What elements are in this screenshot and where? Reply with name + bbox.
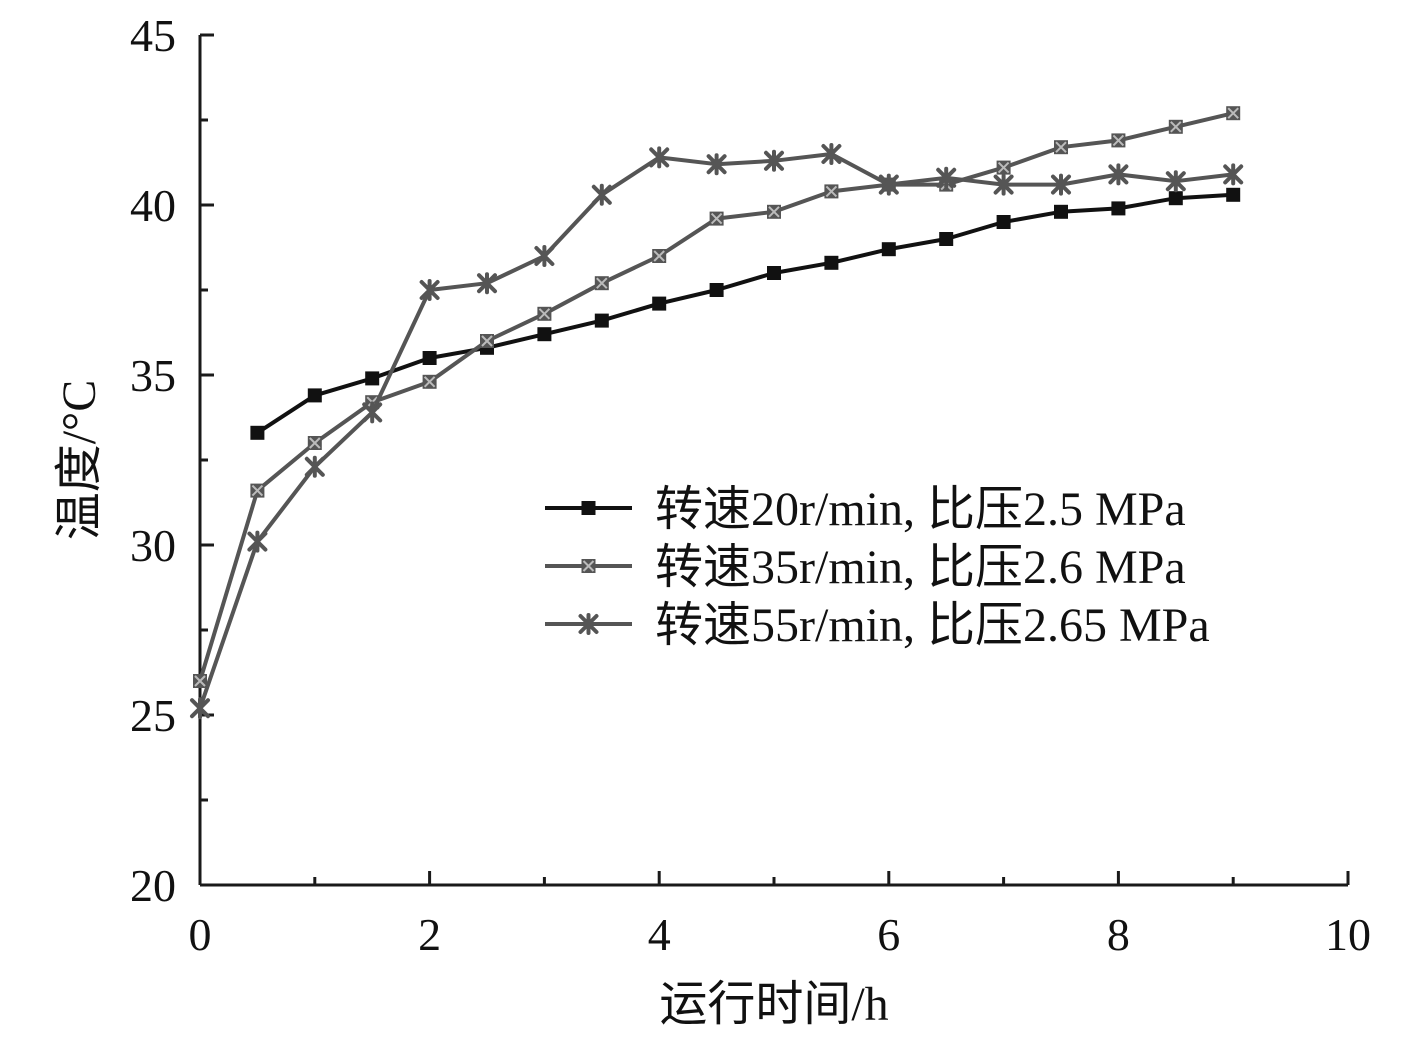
y-axis-title: 温度/°C bbox=[53, 380, 106, 541]
data-point bbox=[939, 232, 954, 246]
data-point bbox=[537, 306, 552, 321]
y-tick-label: 25 bbox=[130, 690, 176, 741]
data-point bbox=[767, 204, 781, 219]
x-tick-label: 8 bbox=[1107, 909, 1130, 960]
data-point bbox=[1168, 191, 1183, 206]
series-1 bbox=[250, 187, 1241, 440]
data-point bbox=[993, 173, 1014, 196]
data-point bbox=[307, 436, 322, 450]
data-point bbox=[996, 215, 1011, 229]
data-point bbox=[709, 211, 724, 226]
x-tick-label: 4 bbox=[648, 909, 671, 960]
series-3 bbox=[190, 143, 1244, 720]
y-tick-label: 30 bbox=[130, 520, 176, 571]
data-point bbox=[307, 388, 322, 403]
data-point bbox=[1111, 201, 1126, 216]
data-point bbox=[581, 501, 596, 515]
data-point bbox=[365, 371, 380, 386]
data-point bbox=[878, 173, 899, 196]
x-tick-label: 0 bbox=[189, 909, 212, 960]
data-point bbox=[824, 184, 839, 199]
x-tick-label: 6 bbox=[877, 909, 900, 960]
x-axis-title: 运行时间/h bbox=[659, 978, 888, 1031]
data-point bbox=[477, 272, 497, 295]
data-point bbox=[190, 697, 210, 720]
data-point bbox=[578, 613, 599, 635]
x-tick-label: 10 bbox=[1325, 909, 1371, 960]
data-point bbox=[1108, 163, 1129, 186]
series-line bbox=[256, 192, 1234, 435]
y-tick-label: 20 bbox=[130, 860, 176, 911]
data-point bbox=[1111, 133, 1126, 148]
data-point bbox=[422, 351, 437, 365]
data-point bbox=[594, 313, 609, 328]
data-point bbox=[652, 249, 667, 263]
y-tick-label: 35 bbox=[130, 350, 176, 401]
y-tick-label: 40 bbox=[130, 180, 176, 231]
legend-label: 转速35r/min, 比压2.6 MPa bbox=[655, 541, 1186, 594]
data-point bbox=[652, 296, 667, 311]
data-point bbox=[419, 279, 440, 301]
legend-entry: 转速20r/min, 比压2.5 MPa bbox=[545, 483, 1186, 536]
x-tick-label: 2 bbox=[418, 909, 441, 960]
legend-label: 转速20r/min, 比压2.5 MPa bbox=[655, 483, 1186, 536]
data-point bbox=[1054, 204, 1068, 219]
data-point bbox=[1165, 170, 1186, 193]
data-point bbox=[764, 149, 784, 172]
data-point bbox=[881, 242, 896, 257]
data-point bbox=[362, 401, 383, 424]
plot-area bbox=[190, 106, 1244, 720]
series-line bbox=[198, 111, 1234, 682]
data-point bbox=[824, 255, 839, 270]
data-point bbox=[1223, 163, 1244, 186]
data-point bbox=[996, 160, 1011, 175]
data-point bbox=[1051, 173, 1071, 196]
data-point bbox=[709, 283, 724, 297]
legend-entry: 转速55r/min, 比压2.65 MPa bbox=[545, 599, 1210, 652]
data-point bbox=[706, 153, 727, 176]
data-point bbox=[767, 266, 781, 280]
data-point bbox=[649, 146, 670, 169]
legend-entry: 转速35r/min, 比压2.6 MPa bbox=[545, 541, 1186, 594]
data-point bbox=[250, 425, 265, 440]
data-point bbox=[1226, 187, 1241, 202]
data-point bbox=[821, 143, 842, 165]
y-tick-label: 45 bbox=[130, 10, 176, 61]
data-point bbox=[193, 674, 207, 688]
axes: 0 2 4 6 8 10 20 25 30 35 40 45 bbox=[130, 10, 1371, 960]
data-point bbox=[1168, 119, 1183, 134]
data-point bbox=[591, 183, 612, 206]
data-point bbox=[250, 483, 265, 498]
data-point bbox=[537, 327, 552, 342]
data-point bbox=[304, 455, 325, 478]
data-point bbox=[581, 559, 596, 573]
data-point bbox=[594, 276, 609, 291]
legend-label: 转速55r/min, 比压2.65 MPa bbox=[655, 599, 1210, 652]
data-point bbox=[1226, 106, 1241, 121]
data-point bbox=[1054, 140, 1068, 155]
data-point bbox=[247, 530, 268, 553]
data-point bbox=[534, 245, 555, 267]
data-point bbox=[936, 166, 957, 189]
data-point bbox=[422, 374, 437, 389]
data-point bbox=[480, 334, 494, 348]
